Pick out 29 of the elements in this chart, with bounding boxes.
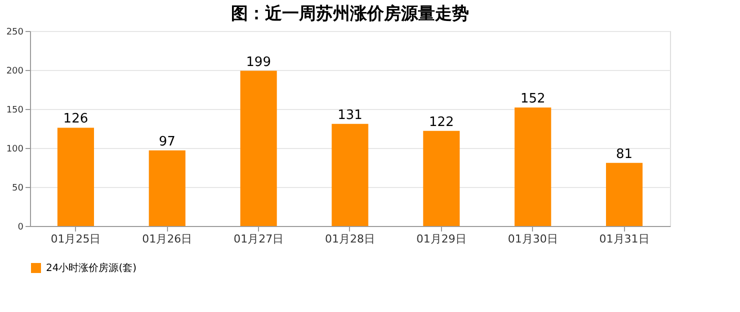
y-tick-label: 0 (18, 222, 24, 232)
legend-label: 24小时涨价房源(套) (46, 262, 137, 274)
y-tick-label: 50 (12, 184, 24, 194)
x-tick-label: 01月30日 (508, 232, 558, 246)
bar (514, 107, 552, 226)
x-tick-label: 01月29日 (416, 232, 466, 246)
data-label: 81 (616, 146, 633, 162)
y-tick-label: 250 (6, 28, 24, 38)
data-label: 122 (429, 114, 454, 130)
bar (423, 130, 460, 226)
x-tick-label: 01月28日 (325, 232, 375, 246)
x-tick-label: 01月27日 (234, 232, 284, 246)
data-label: 97 (158, 134, 176, 150)
x-tick-label: 01月31日 (599, 232, 650, 246)
y-tick-label: 200 (6, 66, 24, 76)
bar (57, 128, 94, 226)
y-tick-label: 150 (6, 106, 24, 116)
data-label: 152 (520, 91, 546, 106)
data-label: 126 (63, 112, 88, 127)
data-label: 131 (338, 108, 362, 123)
bar (148, 150, 186, 226)
x-tick-label: 01月26日 (142, 232, 192, 246)
bar (240, 70, 277, 226)
data-label: 199 (246, 54, 271, 70)
y-tick-label: 100 (6, 144, 24, 154)
bar (606, 162, 643, 226)
x-tick-label: 01月25日 (50, 232, 101, 246)
bar (332, 124, 368, 226)
chart-title: 图：近一周苏州涨价房源量走势 (231, 4, 469, 24)
